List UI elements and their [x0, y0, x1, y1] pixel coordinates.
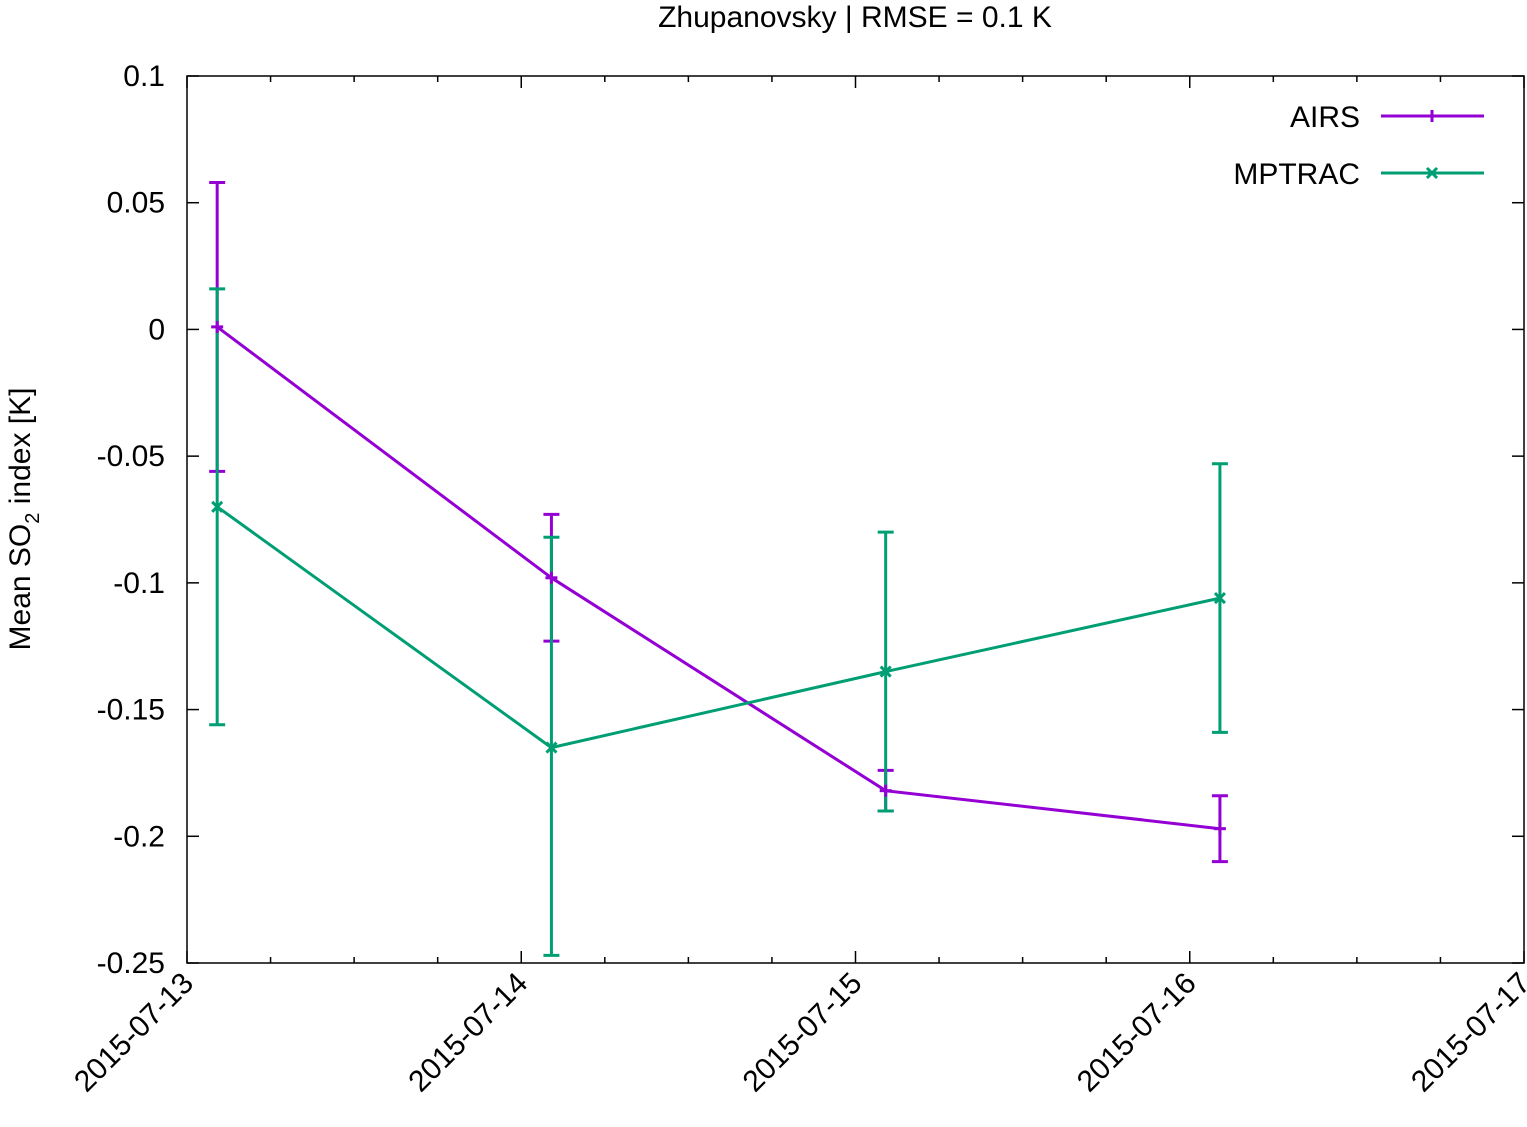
mptrac-point	[545, 741, 558, 754]
legend-label: AIRS	[1290, 101, 1360, 134]
x-marker-b	[879, 665, 892, 678]
airs-point	[211, 320, 224, 333]
y-tick-labels: 0.1 0.05 0 -0.05 -0.1 -0.15 -0.2 -0.25	[97, 60, 165, 980]
chart-title: Zhupanovsky | RMSE = 0.1 K	[658, 1, 1052, 34]
airs-point	[545, 571, 558, 584]
mptrac-series-line	[216, 505, 1221, 750]
legend: AIRS MPTRAC	[1233, 101, 1484, 191]
mptrac-point	[879, 665, 892, 678]
x-marker-b	[545, 741, 558, 754]
y-tick-label: -0.2	[113, 820, 165, 853]
legend-item-mptrac: MPTRAC	[1233, 158, 1484, 191]
airs-point	[879, 784, 892, 797]
y-tick-label: -0.1	[113, 567, 165, 600]
x-marker-b	[1213, 592, 1226, 605]
ticks-layer	[186, 75, 1525, 964]
y-axis-label-subscript: 2	[22, 513, 44, 524]
y-axis-label: Mean SO2 index [K]	[4, 388, 44, 651]
y-tick-label: -0.15	[97, 694, 165, 727]
legend-item-airs: AIRS	[1290, 101, 1484, 134]
mptrac-point	[1213, 592, 1226, 605]
y-tick-label: -0.05	[97, 440, 165, 473]
legend-x-b	[1425, 166, 1439, 180]
y-tick-label: 0.05	[107, 187, 165, 220]
x-marker-b	[211, 500, 224, 513]
airs-point	[1213, 822, 1226, 835]
plot-frame	[186, 75, 1525, 964]
y-tick-label: 0.1	[123, 60, 165, 93]
legend-label: MPTRAC	[1233, 158, 1360, 191]
mptrac-point	[211, 500, 224, 513]
y-tick-label: 0	[148, 313, 165, 346]
y-tick-label: -0.25	[97, 947, 165, 980]
airs-series-line	[216, 325, 1221, 831]
series-layer	[211, 320, 1226, 835]
